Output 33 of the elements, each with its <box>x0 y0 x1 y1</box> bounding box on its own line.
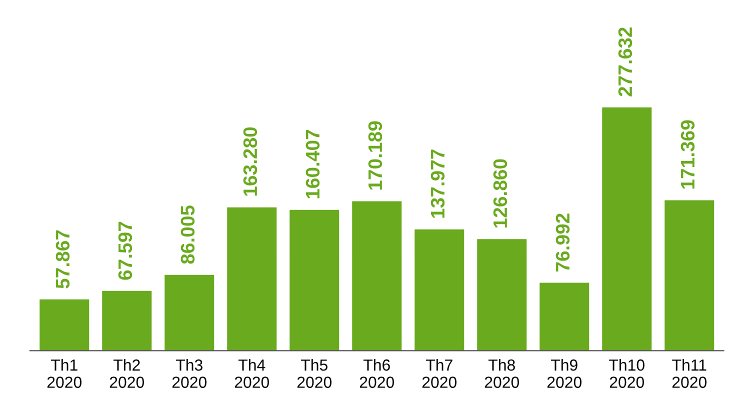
data-label: 126.860 <box>493 159 508 228</box>
bar <box>227 207 277 351</box>
bar <box>352 201 402 351</box>
bar <box>290 210 340 351</box>
x-tick-label: Th10 2020 <box>609 359 644 388</box>
x-tick-label: Th3 2020 <box>172 359 207 388</box>
x-tick-label: Th4 2020 <box>234 359 270 388</box>
data-label: 76.992 <box>556 214 570 272</box>
x-tick-label: Th2 2020 <box>110 359 144 388</box>
bar <box>164 274 214 351</box>
bar <box>414 229 464 351</box>
x-tick-label: Th6 2020 <box>360 359 394 388</box>
x-tick-label: Th5 2020 <box>297 359 332 388</box>
data-label: 57.867 <box>56 230 70 288</box>
x-tick-label: Th11 2020 <box>672 359 707 388</box>
data-label: 67.597 <box>118 222 132 280</box>
data-label: 160.407 <box>306 130 320 198</box>
x-tick-label: Th8 2020 <box>484 359 520 388</box>
data-label: 277.632 <box>618 27 632 96</box>
x-tick-label: Th7 2020 <box>422 359 457 388</box>
bar <box>602 107 652 351</box>
bar <box>102 290 152 351</box>
bar <box>540 282 590 351</box>
x-tick-label: Th9 2020 <box>547 359 582 388</box>
data-label: 86.005 <box>180 205 195 264</box>
bar <box>40 299 90 351</box>
data-label: 170.189 <box>368 121 382 190</box>
bar <box>477 239 527 351</box>
data-label: 163.280 <box>243 127 258 196</box>
x-tick-label: Th1 2020 <box>47 359 82 388</box>
data-label: 137.977 <box>430 150 445 218</box>
data-label: 171.369 <box>680 120 695 189</box>
bar <box>664 200 714 351</box>
